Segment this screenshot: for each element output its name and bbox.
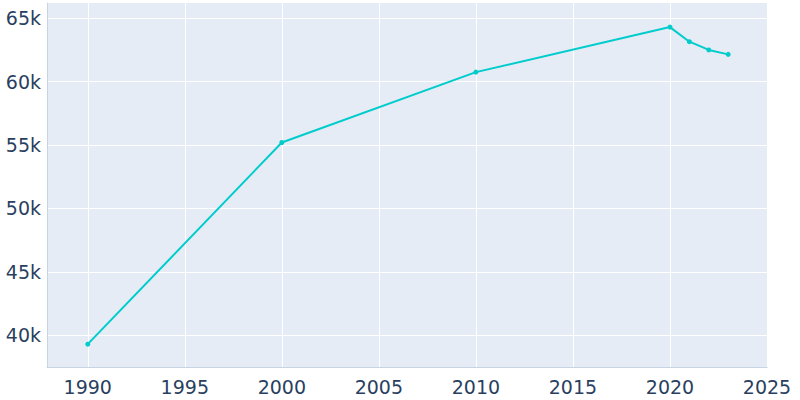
svg-text:55k: 55k <box>6 134 41 156</box>
svg-text:1990: 1990 <box>64 376 112 398</box>
svg-text:2025: 2025 <box>743 376 791 398</box>
svg-text:65k: 65k <box>6 7 41 29</box>
svg-text:2015: 2015 <box>549 376 597 398</box>
svg-text:45k: 45k <box>6 261 41 283</box>
svg-text:60k: 60k <box>6 71 41 93</box>
svg-text:1995: 1995 <box>161 376 209 398</box>
svg-text:2005: 2005 <box>355 376 403 398</box>
svg-text:2010: 2010 <box>452 376 500 398</box>
svg-text:2020: 2020 <box>646 376 694 398</box>
svg-text:2000: 2000 <box>258 376 306 398</box>
svg-text:40k: 40k <box>6 324 41 346</box>
svg-text:50k: 50k <box>6 197 41 219</box>
